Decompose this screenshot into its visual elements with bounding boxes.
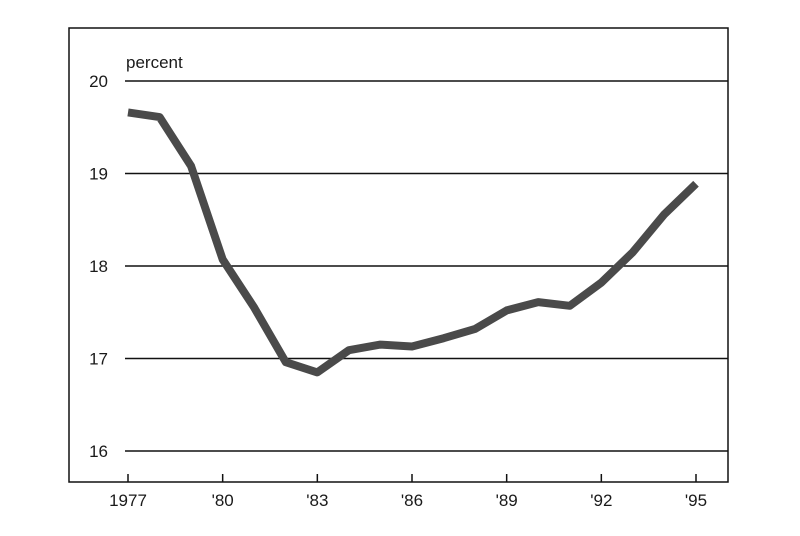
- series-line-0: [127, 108, 699, 377]
- x-axis-ticks: [127, 474, 697, 482]
- x-tick-label-1980: '80: [212, 491, 234, 510]
- x-tick-label-1995: '95: [685, 491, 707, 510]
- y-tick-label-20: 20: [89, 72, 108, 91]
- x-tick-label-1986: '86: [401, 491, 423, 510]
- x-tick-label-1992: '92: [590, 491, 612, 510]
- x-tick-label-1977: 1977: [109, 491, 147, 510]
- y-tick-label-16: 16: [89, 442, 108, 461]
- x-tick-label-1989: '89: [496, 491, 518, 510]
- y-tick-label-17: 17: [89, 350, 108, 369]
- plot-frame: [68, 27, 729, 483]
- gridlines: [125, 80, 728, 452]
- x-axis-tick-labels: 1977 '80 '83 '86 '89 '92 '95: [109, 491, 707, 510]
- y-tick-label-19: 19: [89, 165, 108, 184]
- y-axis-unit-label: percent: [126, 53, 183, 72]
- y-tick-label-18: 18: [89, 257, 108, 276]
- y-axis-tick-labels: 20 19 18 17 16: [89, 72, 108, 461]
- series: [127, 108, 699, 377]
- x-tick-label-1983: '83: [306, 491, 328, 510]
